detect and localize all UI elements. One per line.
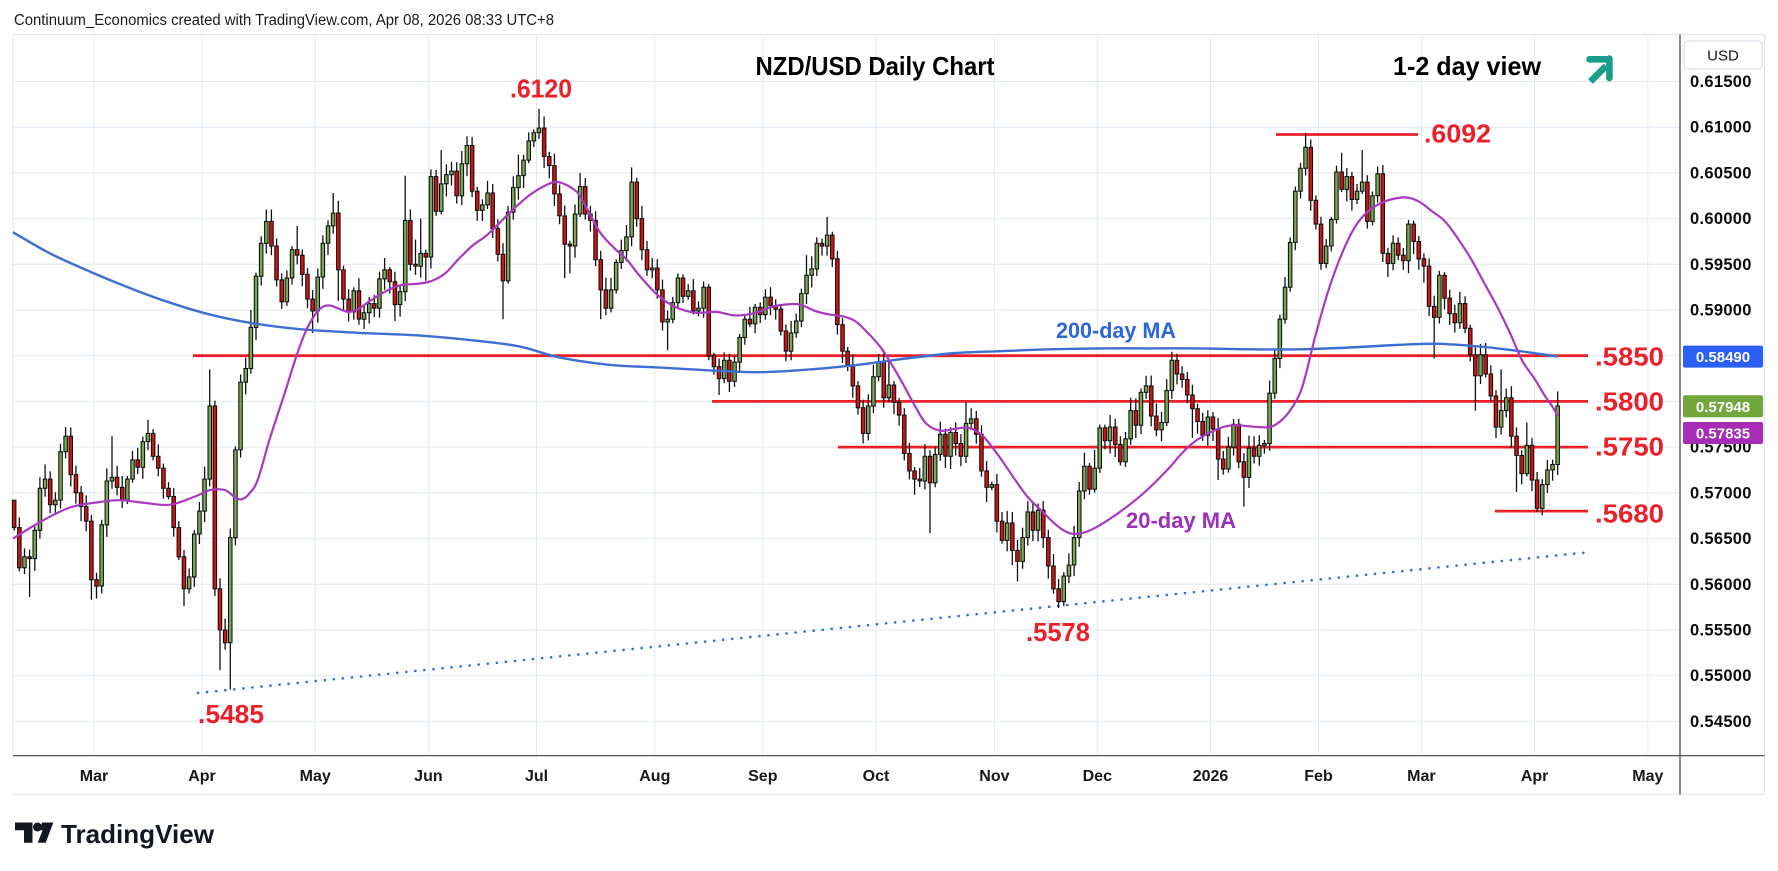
svg-text:Feb: Feb xyxy=(1304,768,1333,785)
svg-text:.6120: .6120 xyxy=(510,74,572,104)
svg-text:20-day MA: 20-day MA xyxy=(1126,508,1236,533)
svg-text:0.59000: 0.59000 xyxy=(1690,302,1752,320)
svg-text:Aug: Aug xyxy=(639,768,670,785)
svg-text:0.55500: 0.55500 xyxy=(1690,622,1752,640)
svg-text:May: May xyxy=(300,768,331,785)
svg-text:USD: USD xyxy=(1707,48,1739,65)
svg-text:0.57000: 0.57000 xyxy=(1690,484,1752,502)
svg-text:Apr: Apr xyxy=(1521,768,1549,785)
svg-text:Continuum_Economics created wi: Continuum_Economics created with Trading… xyxy=(14,12,554,29)
svg-text:Oct: Oct xyxy=(863,768,890,785)
svg-text:NZD/USD Daily Chart: NZD/USD Daily Chart xyxy=(756,51,995,81)
svg-text:0.60500: 0.60500 xyxy=(1690,164,1752,182)
svg-text:1-2 day view: 1-2 day view xyxy=(1393,51,1542,81)
svg-text:Nov: Nov xyxy=(979,768,1009,785)
svg-text:0.56000: 0.56000 xyxy=(1690,576,1752,594)
svg-text:0.55000: 0.55000 xyxy=(1690,667,1752,685)
svg-text:Jul: Jul xyxy=(525,768,548,785)
svg-text:0.54500: 0.54500 xyxy=(1690,713,1752,731)
svg-text:.5850: .5850 xyxy=(1595,342,1664,372)
svg-text:0.57835: 0.57835 xyxy=(1696,426,1750,443)
svg-text:.5750: .5750 xyxy=(1595,432,1664,462)
svg-text:Sep: Sep xyxy=(748,768,778,785)
svg-text:Dec: Dec xyxy=(1083,768,1112,785)
svg-text:.5680: .5680 xyxy=(1595,499,1664,529)
svg-text:.6092: .6092 xyxy=(1424,119,1491,149)
svg-text:TradingView: TradingView xyxy=(61,819,215,849)
svg-text:Apr: Apr xyxy=(188,768,216,785)
svg-text:0.56500: 0.56500 xyxy=(1690,530,1752,548)
svg-text:.5578: .5578 xyxy=(1026,617,1090,647)
svg-text:.5485: .5485 xyxy=(198,699,264,729)
svg-text:200-day MA: 200-day MA xyxy=(1056,318,1176,343)
svg-text:May: May xyxy=(1632,768,1663,785)
svg-text:0.57948: 0.57948 xyxy=(1696,399,1750,416)
svg-text:.5800: .5800 xyxy=(1595,387,1664,417)
svg-text:0.60000: 0.60000 xyxy=(1690,210,1752,228)
svg-text:0.58490: 0.58490 xyxy=(1696,349,1750,366)
svg-text:2026: 2026 xyxy=(1193,768,1229,785)
svg-text:0.61500: 0.61500 xyxy=(1690,73,1752,91)
svg-text:Mar: Mar xyxy=(1407,768,1435,785)
svg-text:0.61000: 0.61000 xyxy=(1690,119,1752,137)
svg-text:Jun: Jun xyxy=(414,768,442,785)
svg-text:Mar: Mar xyxy=(80,768,108,785)
svg-text:0.59500: 0.59500 xyxy=(1690,256,1752,274)
